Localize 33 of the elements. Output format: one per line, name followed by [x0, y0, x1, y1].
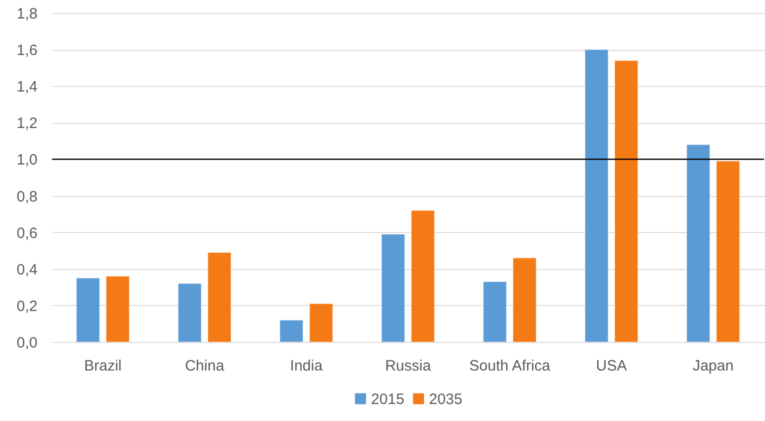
x-tick-label: Brazil — [84, 358, 122, 374]
bar — [614, 60, 638, 342]
bar — [512, 258, 536, 342]
y-tick-label: 0,4 — [16, 261, 38, 278]
bar — [106, 276, 130, 342]
bar — [381, 234, 406, 342]
bar — [280, 320, 304, 342]
y-tick-label: 0,2 — [16, 298, 38, 315]
bar — [309, 303, 334, 342]
x-tick-label: China — [184, 358, 225, 374]
bar — [686, 144, 710, 342]
x-tick-label: USA — [596, 358, 627, 374]
y-tick-label: 0,8 — [16, 188, 38, 206]
bar — [482, 281, 507, 342]
bar — [716, 160, 740, 342]
y-tick-label: 1,4 — [16, 78, 38, 96]
legend-label: 2015 — [371, 390, 404, 408]
x-tick-label: South Africa — [469, 358, 551, 374]
bar — [178, 283, 202, 342]
bar — [76, 278, 100, 342]
bar — [410, 210, 435, 342]
bar — [584, 49, 608, 342]
legend-label: 2035 — [429, 390, 462, 408]
y-tick-label: 1,0 — [16, 152, 38, 169]
y-tick-label: 1,8 — [16, 6, 38, 22]
y-tick-label: 0,6 — [16, 224, 38, 242]
x-tick-label: Russia — [385, 358, 432, 374]
bar — [208, 252, 232, 342]
y-tick-label: 0,0 — [16, 334, 38, 352]
x-tick-label: India — [290, 358, 324, 374]
x-tick-label: Japan — [692, 358, 734, 374]
y-tick-label: 1,6 — [16, 42, 38, 60]
y-tick-label: 1,2 — [16, 115, 38, 132]
